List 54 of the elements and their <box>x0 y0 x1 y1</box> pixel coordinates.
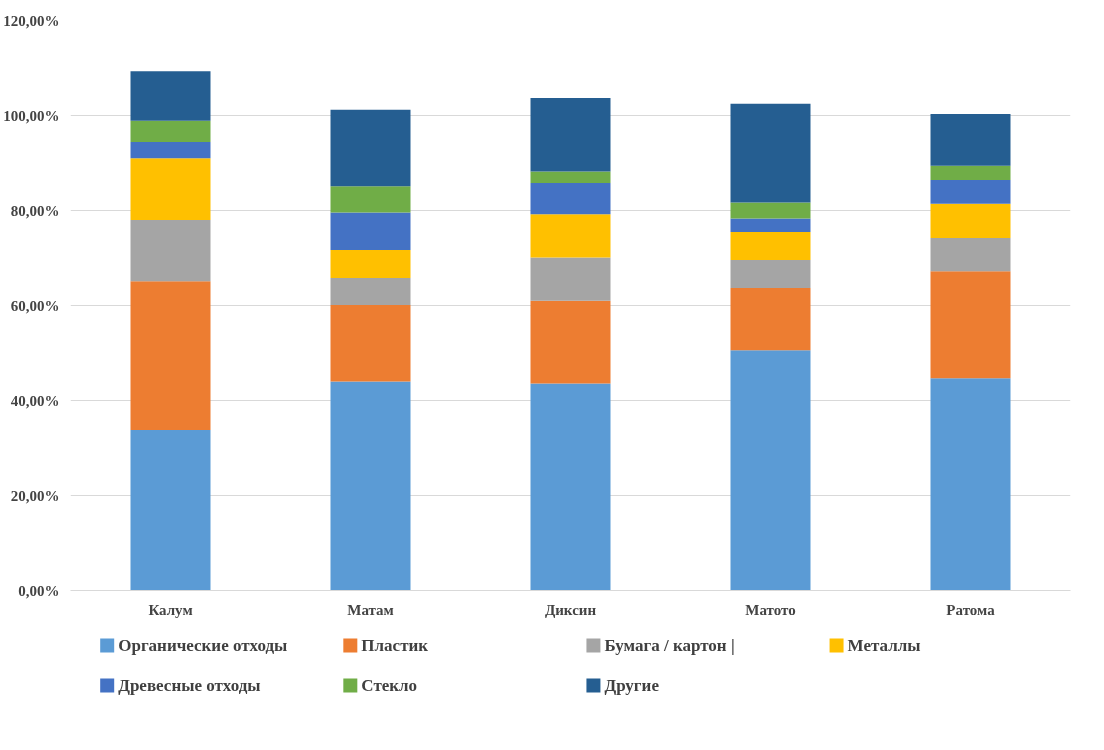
bar <box>730 350 811 591</box>
bar <box>330 186 411 213</box>
bar <box>530 214 611 258</box>
bar <box>130 71 211 121</box>
bar <box>330 381 411 591</box>
bar <box>730 259 811 288</box>
y-tick-label: 20,00% <box>10 487 60 504</box>
bar <box>930 180 1011 204</box>
bar <box>930 271 1011 379</box>
y-tick-label: 100,00% <box>3 107 60 124</box>
x-tick-label: Ратома <box>946 601 996 618</box>
bar <box>130 120 211 143</box>
bar <box>330 212 411 250</box>
bar <box>930 203 1011 239</box>
x-tick-label: Матам <box>347 601 394 618</box>
bar <box>930 378 1011 591</box>
bar <box>730 231 811 260</box>
bar <box>530 300 611 384</box>
legend-label: Бумага / картон | <box>604 636 735 655</box>
x-tick-label: Диксин <box>544 601 597 618</box>
bar <box>930 114 1011 166</box>
y-tick-label: 120,00% <box>3 12 60 29</box>
bar <box>930 165 1011 181</box>
legend-label: Металлы <box>847 636 921 655</box>
bar <box>330 249 411 278</box>
bar <box>530 171 611 183</box>
bar <box>130 281 211 430</box>
legend-label: Пластик <box>361 636 429 655</box>
bar <box>130 158 211 220</box>
bar <box>730 218 811 232</box>
legend-label: Древесные отходы <box>118 676 261 695</box>
bar <box>530 97 611 172</box>
bar <box>730 287 811 351</box>
x-tick-label: Калум <box>148 601 193 618</box>
bar <box>730 202 811 219</box>
y-tick-label: 60,00% <box>10 297 60 314</box>
bar <box>130 142 211 159</box>
y-tick-label: 40,00% <box>10 392 60 409</box>
bar <box>330 305 411 382</box>
bar <box>730 103 811 203</box>
legend-label: Другие <box>604 676 660 695</box>
bar <box>930 238 1011 272</box>
x-tick-label: Матото <box>745 601 796 618</box>
bar <box>130 220 211 282</box>
legend-label: Стекло <box>361 676 418 695</box>
bar <box>530 257 611 301</box>
bar <box>530 383 611 591</box>
y-tick-label: 80,00% <box>10 202 60 219</box>
bar <box>530 182 611 215</box>
legend-label: Органические отходы <box>118 636 288 655</box>
bar <box>130 429 211 591</box>
bar <box>330 277 411 306</box>
bar <box>330 109 411 187</box>
y-tick-label: 0,00% <box>18 582 60 599</box>
